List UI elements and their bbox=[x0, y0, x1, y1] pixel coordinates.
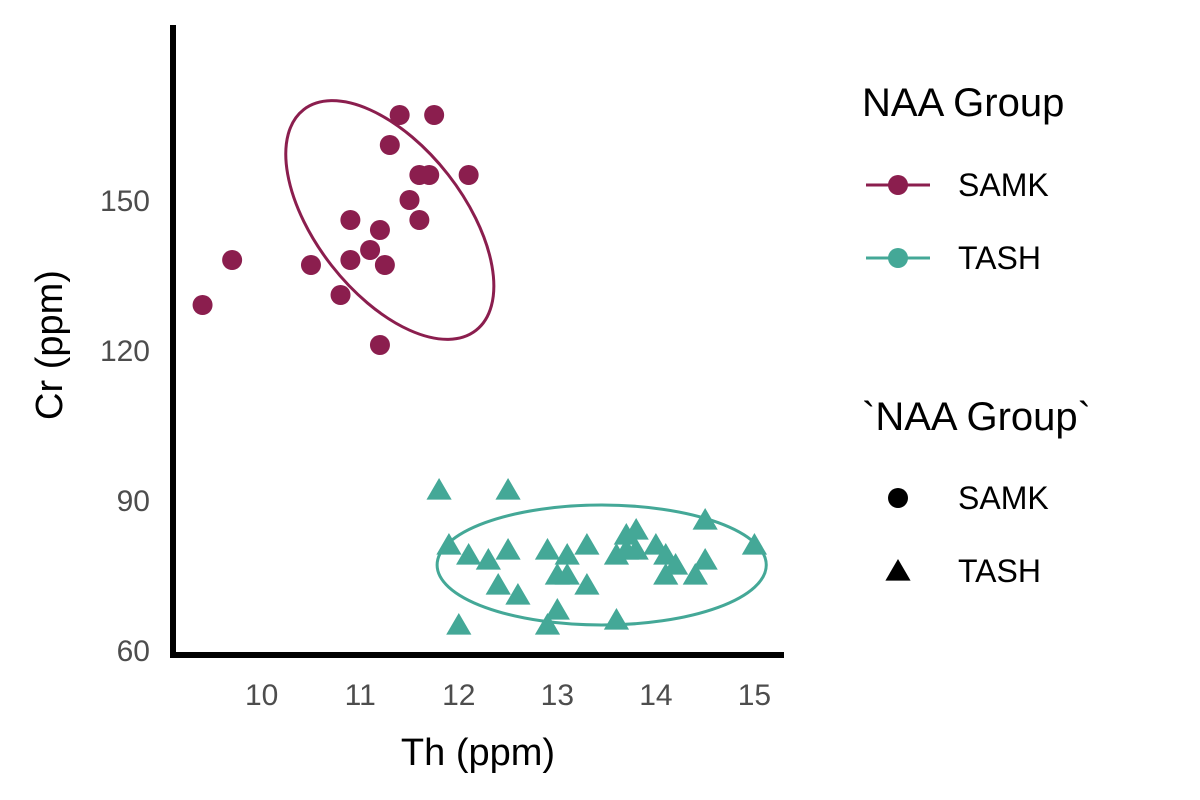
samk-point bbox=[419, 165, 440, 185]
tash-point bbox=[623, 538, 649, 560]
tash-point bbox=[485, 573, 511, 595]
tash-point bbox=[574, 533, 600, 555]
tash-point bbox=[692, 508, 718, 530]
tash-point bbox=[741, 533, 768, 555]
tash-point bbox=[603, 608, 630, 630]
tash-point bbox=[505, 583, 531, 605]
legend-key-point bbox=[888, 175, 908, 195]
samk-point bbox=[458, 165, 479, 185]
samk-point bbox=[192, 295, 213, 315]
tash-point bbox=[534, 613, 561, 635]
legend-key-circle bbox=[888, 488, 908, 508]
x-tick-label: 11 bbox=[345, 679, 376, 712]
x-tick-label: 13 bbox=[541, 679, 574, 712]
tash-point bbox=[574, 573, 600, 595]
legend-label: SAMK bbox=[958, 480, 1049, 516]
samk-point bbox=[360, 240, 381, 260]
y-tick-label: 60 bbox=[117, 635, 150, 668]
samk-point bbox=[369, 335, 390, 355]
legend-item-samk: SAMK bbox=[866, 167, 1049, 203]
tash-point bbox=[692, 548, 718, 570]
legend-label: TASH bbox=[958, 553, 1041, 589]
tash-point bbox=[623, 518, 649, 540]
x-tick-label: 15 bbox=[738, 679, 771, 712]
y-tick-label: 90 bbox=[117, 485, 150, 518]
legend-item-tash: TASH bbox=[885, 553, 1041, 589]
samk-point bbox=[409, 210, 430, 230]
y-tick-label: 150 bbox=[100, 185, 150, 218]
tash-point bbox=[426, 478, 452, 500]
tash-point bbox=[436, 533, 462, 555]
legend-key-triangle bbox=[885, 559, 911, 581]
legend: NAA Group SAMK TASH `NAA Group` SAMK TASH bbox=[862, 81, 1091, 589]
tash-point bbox=[475, 548, 501, 570]
tash-point bbox=[495, 478, 521, 500]
axes bbox=[170, 25, 784, 658]
legend-label: TASH bbox=[958, 240, 1041, 276]
samk-ellipse bbox=[284, 99, 496, 341]
samk-point bbox=[330, 285, 351, 305]
samk-point bbox=[340, 250, 361, 270]
tash-point bbox=[534, 538, 561, 560]
x-tick-label: 12 bbox=[442, 679, 475, 712]
samk-point bbox=[222, 250, 243, 270]
tash-point bbox=[495, 538, 521, 560]
tash-point bbox=[554, 563, 580, 585]
y-tick-label: 120 bbox=[100, 335, 150, 368]
tash-point bbox=[456, 543, 482, 565]
plot-area bbox=[192, 99, 768, 635]
tash-point bbox=[554, 543, 580, 565]
legend-item-samk: SAMK bbox=[888, 480, 1049, 516]
tash-point bbox=[446, 613, 472, 635]
samk-point bbox=[369, 220, 390, 240]
y-axis-title: Cr (ppm) bbox=[29, 270, 71, 420]
legend-item-tash: TASH bbox=[866, 240, 1041, 276]
samk-point bbox=[374, 255, 395, 275]
tash-point bbox=[682, 563, 708, 585]
legend-title: NAA Group bbox=[862, 81, 1064, 125]
x-tick-label: 14 bbox=[639, 679, 672, 712]
legend-key-point bbox=[888, 248, 908, 268]
samk-point bbox=[300, 255, 321, 275]
x-tick-label: 10 bbox=[245, 679, 278, 712]
samk-point bbox=[399, 190, 420, 210]
tash-point bbox=[662, 553, 689, 575]
legend-label: SAMK bbox=[958, 167, 1049, 203]
legend-title: `NAA Group` bbox=[862, 395, 1091, 439]
x-axis-title: Th (ppm) bbox=[401, 732, 555, 774]
tash-ellipse bbox=[435, 503, 768, 627]
samk-point bbox=[424, 105, 445, 125]
tash-point bbox=[544, 598, 570, 620]
samk-point bbox=[379, 135, 400, 155]
tick-labels: 10 11 12 13 14 15 60 90 120 150 bbox=[100, 185, 771, 712]
samk-point bbox=[340, 210, 361, 230]
samk-point bbox=[389, 105, 410, 125]
